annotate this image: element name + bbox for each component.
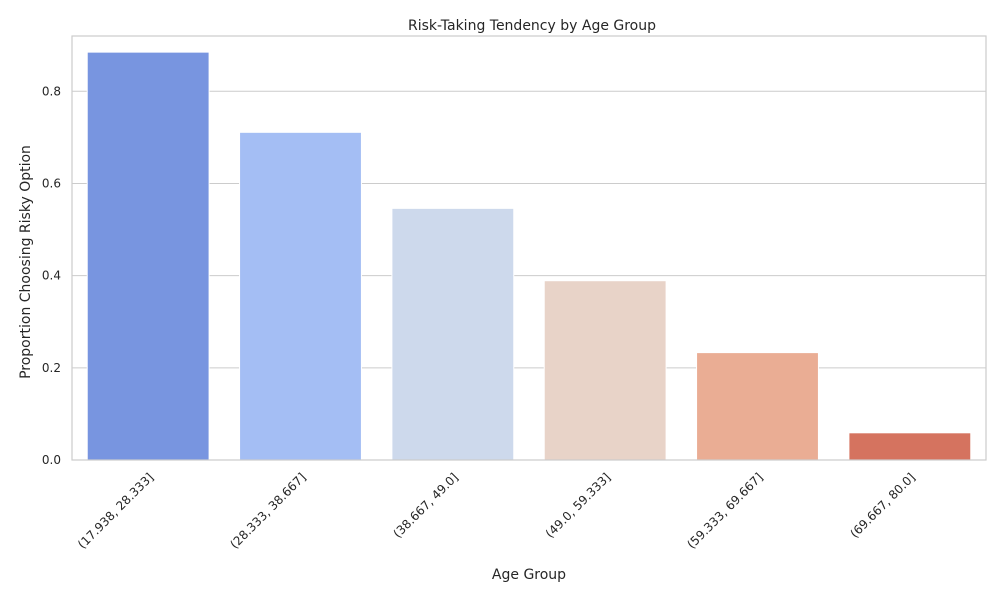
x-tick-labels: (17.938, 28.333] (28.333, 38.667] (38.667,… <box>75 470 918 551</box>
chart-title: Risk-Taking Tendency by Age Group <box>408 18 656 34</box>
bar <box>543 280 667 461</box>
x-tick-label: (38.667, 49.0] <box>390 470 461 541</box>
y-tick-label: 0.8 <box>42 84 61 98</box>
y-axis-label: Proportion Choosing Risky Option <box>18 145 34 379</box>
y-tick-labels: 0.0 0.2 0.4 0.6 0.8 <box>42 84 61 467</box>
y-tick-label: 0.6 <box>42 176 61 190</box>
plot-frame <box>71 35 987 461</box>
bars <box>86 51 972 461</box>
x-axis-label: Age Group <box>492 567 566 583</box>
y-tick-label: 0.4 <box>42 269 61 283</box>
bar <box>696 352 819 461</box>
x-tick-label: (49.0, 59.333] <box>543 470 614 541</box>
x-tick-label: (17.938, 28.333] <box>75 470 156 551</box>
bar <box>86 51 210 461</box>
x-tick-label: (59.333, 69.667] <box>684 470 765 551</box>
y-tick-label: 0.2 <box>42 361 61 375</box>
y-tick-label: 0.0 <box>42 453 61 467</box>
bar <box>239 131 362 461</box>
bar <box>391 207 515 461</box>
x-tick-label: (28.333, 38.667] <box>227 470 308 551</box>
bar <box>848 432 972 461</box>
x-tick-label: (69.667, 80.0] <box>847 470 918 541</box>
